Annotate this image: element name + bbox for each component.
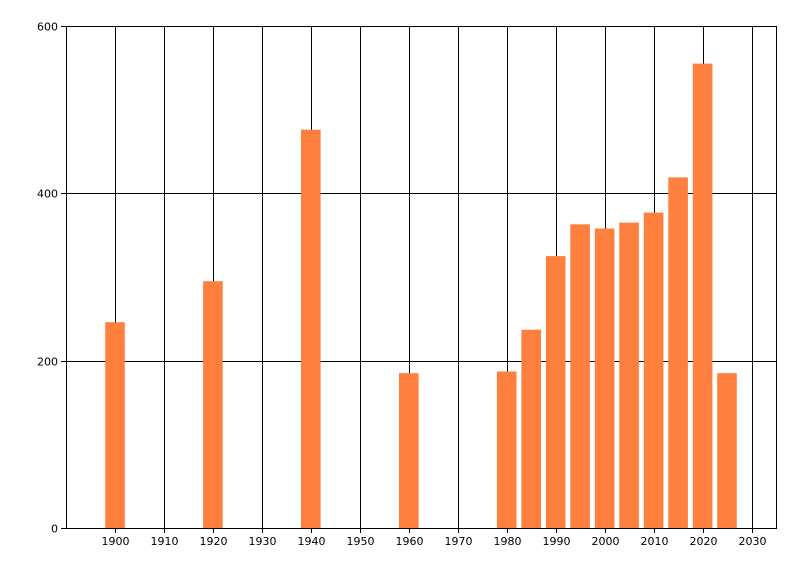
x-tick-label-1960: 1960 [396, 535, 424, 548]
y-tick-label-400: 400 [37, 188, 58, 201]
bar-1900 [105, 322, 125, 528]
bar-1940 [301, 129, 321, 528]
x-tick-label-1970: 1970 [445, 535, 473, 548]
bar-1980 [496, 371, 517, 528]
x-tick-label-1900: 1900 [102, 535, 130, 548]
bar-2015 [668, 177, 688, 528]
x-tick-label-1920: 1920 [200, 535, 228, 548]
x-tick-label-1940: 1940 [298, 535, 326, 548]
x-tick-label-1930: 1930 [249, 535, 277, 548]
x-tick-label-1910: 1910 [151, 535, 179, 548]
y-tick-label-600: 600 [37, 21, 58, 34]
x-tick-label-1950: 1950 [347, 535, 375, 548]
bar-2000 [594, 228, 615, 528]
bar-2020 [692, 63, 713, 528]
bar-2005 [619, 222, 639, 528]
bar-1995 [570, 224, 590, 529]
bar-2010 [643, 212, 664, 528]
y-tick-label-200: 200 [37, 356, 58, 369]
x-tick-label-2020: 2020 [690, 535, 718, 548]
tick-labels: 0 200 400 600 1900 1910 1920 1930 1940 1950 1960 19… [37, 21, 767, 549]
bar-2025 [717, 373, 737, 528]
x-tick-label-2000: 2000 [592, 535, 620, 548]
y-tick-label-0: 0 [51, 523, 58, 536]
bar-1985 [521, 329, 541, 528]
x-tick-label-1990: 1990 [543, 535, 571, 548]
bars [105, 63, 737, 529]
x-tick-label-2010: 2010 [641, 535, 669, 548]
bar-1960 [399, 373, 419, 528]
axes [61, 26, 777, 533]
bar-1990 [545, 256, 566, 528]
x-tick-label-1980: 1980 [494, 535, 522, 548]
x-tick-label-2030: 2030 [739, 535, 767, 548]
bar-1920 [203, 281, 223, 528]
